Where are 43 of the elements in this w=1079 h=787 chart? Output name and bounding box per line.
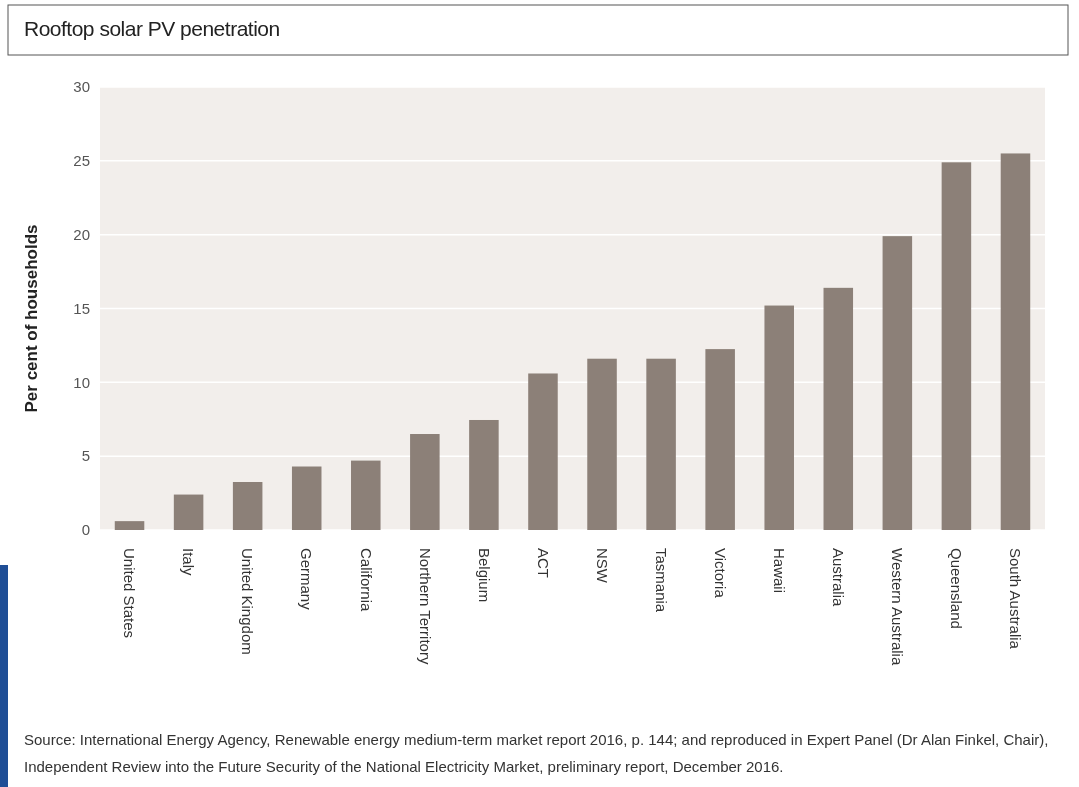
bar bbox=[114, 521, 145, 530]
bar bbox=[291, 466, 322, 530]
bar bbox=[410, 434, 440, 530]
x-tick-label: Italy bbox=[180, 548, 198, 577]
y-tick-label: 10 bbox=[73, 373, 90, 391]
y-tick-label: 30 bbox=[73, 78, 90, 96]
bar bbox=[232, 482, 263, 530]
x-tick-label: United States bbox=[121, 548, 139, 639]
bar bbox=[173, 494, 204, 530]
bar bbox=[587, 358, 617, 530]
x-tick-label: United Kingdom bbox=[239, 548, 257, 655]
y-tick-label: 15 bbox=[73, 299, 90, 317]
x-tick-label: South Australia bbox=[1007, 548, 1025, 650]
x-tick-label: NSW bbox=[593, 548, 611, 584]
bar bbox=[646, 358, 676, 530]
bar bbox=[705, 349, 735, 530]
x-tick-label: Germany bbox=[298, 548, 316, 611]
bar bbox=[528, 373, 558, 530]
y-axis-title: Per cent of households bbox=[22, 224, 41, 413]
source-note: Source: International Energy Agency, Renewable energy medium-term market report 2016, p. 144; and reproduced in Expert Panel (Dr Alan Finkel, Chair), bbox=[24, 731, 1049, 748]
x-tick-label: Australia bbox=[830, 548, 848, 608]
y-tick-label: 5 bbox=[81, 447, 90, 465]
x-tick-label: Queensland bbox=[948, 548, 966, 629]
x-tick-label: ACT bbox=[534, 548, 552, 578]
x-tick-label: Northern Territory bbox=[416, 548, 434, 665]
chart-title: Rooftop solar PV penetration bbox=[24, 17, 280, 40]
y-tick-label: 0 bbox=[81, 521, 90, 539]
bar bbox=[764, 305, 794, 530]
text: Independent Review into the Future Security of the National Electricity Market, preliminary report, December 2016. bbox=[24, 758, 784, 775]
x-tick-label: Tasmania bbox=[652, 548, 670, 613]
bar bbox=[941, 162, 972, 530]
y-tick-label: 25 bbox=[73, 152, 90, 170]
bar bbox=[823, 287, 854, 530]
bar bbox=[882, 236, 913, 530]
bar bbox=[469, 419, 499, 530]
x-tick-label: Victoria bbox=[711, 548, 729, 599]
y-tick-label: 20 bbox=[73, 225, 90, 243]
bar bbox=[1000, 153, 1031, 530]
bar bbox=[351, 460, 381, 530]
x-tick-label: Western Australia bbox=[889, 548, 907, 666]
x-tick-label: Hawaii bbox=[770, 548, 788, 594]
x-tick-label: Belgium bbox=[475, 548, 493, 603]
x-tick-label: California bbox=[357, 548, 375, 613]
